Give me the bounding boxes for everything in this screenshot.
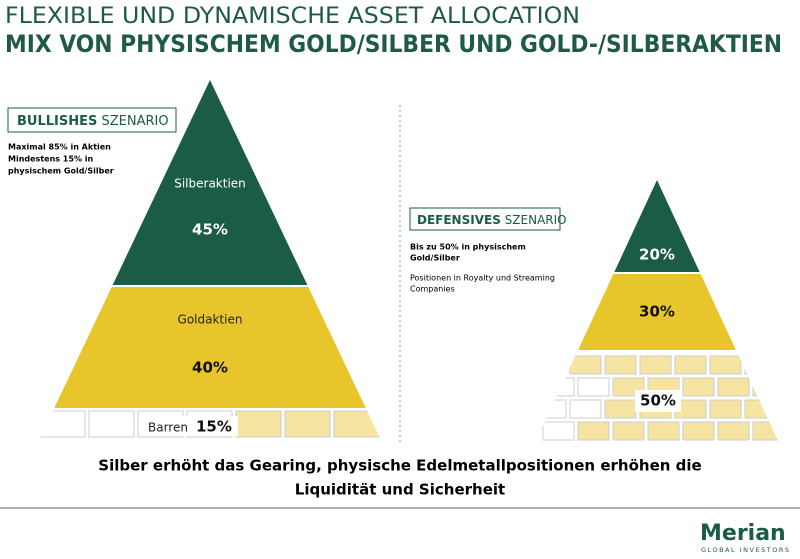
bar-tile — [604, 355, 637, 375]
bar-tile — [709, 399, 742, 419]
label-bg — [635, 390, 681, 412]
label-bg — [142, 416, 238, 436]
scenario-box — [409, 207, 561, 231]
scenario-box — [7, 107, 177, 133]
layer-value: 50% — [640, 392, 676, 410]
layer-label: Silberaktien — [174, 177, 246, 191]
logo-sub: GLOBAL INVESTORS — [701, 546, 789, 554]
note: Maximal 85% in Aktien — [8, 143, 111, 152]
bar-tile — [569, 355, 602, 375]
bar-tile — [709, 355, 742, 375]
scenario-label: BULLISHES SZENARIO — [17, 114, 169, 129]
bar-tile — [569, 399, 602, 419]
footer-text: Liquidität und Sicherheit — [295, 481, 505, 499]
layer-label: Barren — [148, 421, 188, 435]
note: Bis zu 50% in physischem — [410, 243, 526, 252]
note: Mindestens 15% in — [8, 155, 93, 164]
layer-value: 20% — [639, 246, 675, 264]
bar-tile — [682, 421, 715, 441]
bar-tile — [542, 421, 575, 441]
bar-tile — [577, 421, 610, 441]
bar-tile — [284, 410, 331, 438]
title: FLEXIBLE UND DYNAMISCHE ASSET ALLOCATION — [5, 4, 580, 29]
footer-text: Silber erhöht das Gearing, physische Ede… — [98, 457, 701, 475]
subtitle: MIX VON PHYSISCHEM GOLD/SILBER UND GOLD-… — [5, 30, 782, 58]
logo: Merian — [700, 521, 786, 546]
layer-value: 40% — [192, 359, 228, 377]
note: physischem Gold/Silber — [8, 167, 114, 176]
layer-label: Goldaktien — [178, 313, 243, 327]
bar-tile — [604, 399, 637, 419]
bar-tile — [717, 377, 750, 397]
layer-value: 15% — [196, 418, 232, 436]
bar-tile — [577, 377, 610, 397]
bar-tile — [235, 410, 282, 438]
bar-tile — [612, 421, 645, 441]
note: Gold/Silber — [410, 254, 460, 263]
bar-tile — [639, 355, 672, 375]
bar-tile — [88, 410, 135, 438]
bar-tile — [674, 355, 707, 375]
scenario-label: DEFENSIVES SZENARIO — [417, 213, 567, 227]
note: Positionen in Royalty und Streaming — [410, 274, 555, 283]
layer-value: 30% — [639, 303, 675, 321]
note: Companies — [410, 285, 455, 294]
layer-value: 45% — [192, 221, 228, 239]
bar-tile — [717, 421, 750, 441]
bar-tile — [647, 421, 680, 441]
bar-tile — [682, 377, 715, 397]
